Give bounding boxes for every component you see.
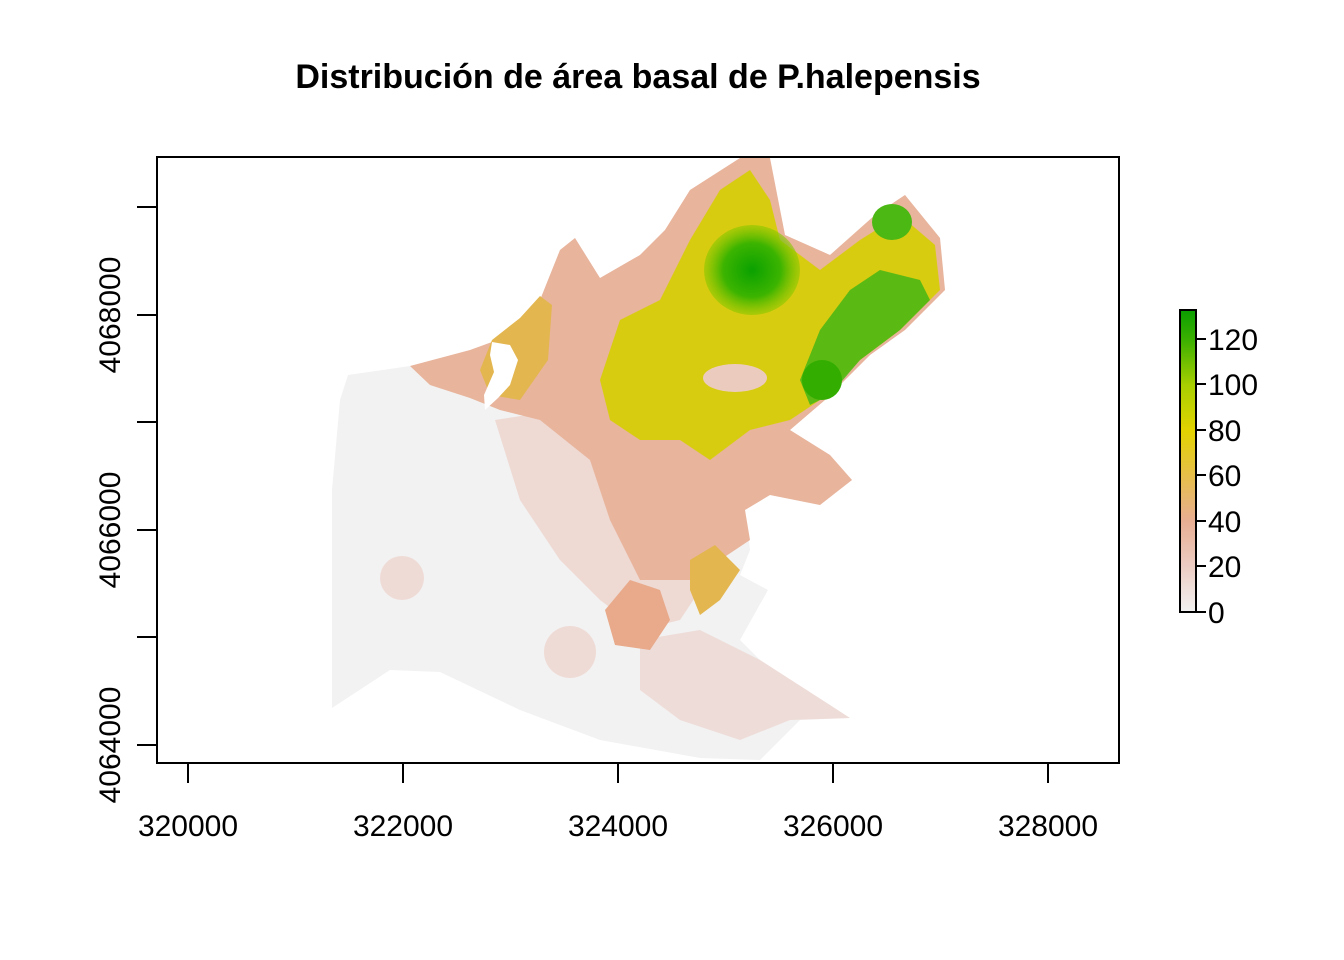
- raster-layer: [332, 158, 945, 760]
- x-tick-label: 326000: [783, 810, 883, 843]
- legend-label: 120: [1208, 324, 1258, 357]
- legend-color-bar: [1179, 309, 1197, 613]
- x-tick-label: 328000: [998, 810, 1098, 843]
- region-light-pink-south: [640, 630, 850, 740]
- legend-label: 20: [1208, 551, 1241, 584]
- y-axis: 4064000 4066000 4068000: [94, 206, 158, 804]
- legend-label: 0: [1208, 597, 1225, 630]
- legend-label: 60: [1208, 460, 1241, 493]
- x-tick-label: 324000: [568, 810, 668, 843]
- region-green-east-blob: [802, 360, 842, 400]
- map-title: Distribución de área basal de P.halepens…: [295, 58, 981, 96]
- legend-label: 80: [1208, 415, 1241, 448]
- legend-label: 40: [1208, 506, 1241, 539]
- legend-label: 100: [1208, 369, 1258, 402]
- x-tick-label: 320000: [138, 810, 238, 843]
- color-legend: 0 20 40 60 80 100 120: [1179, 309, 1258, 630]
- x-tick-label: 322000: [353, 810, 453, 843]
- y-tick-label: 4064000: [94, 687, 127, 804]
- region-pink-spot-west: [380, 556, 424, 600]
- region-salmon-south-blob: [605, 580, 670, 650]
- region-orange-south: [690, 545, 740, 615]
- region-light-patch: [703, 364, 767, 392]
- region-yellow-values: [600, 170, 940, 460]
- region-green-core-north: [704, 225, 800, 315]
- y-tick-label: 4068000: [94, 257, 127, 374]
- region-pink-spot-south: [544, 626, 596, 678]
- region-no-data-hole: [484, 342, 518, 410]
- y-tick-label: 4066000: [94, 472, 127, 589]
- x-axis: 320000 322000 324000 326000 328000: [138, 762, 1098, 843]
- region-green-northeast: [872, 204, 912, 240]
